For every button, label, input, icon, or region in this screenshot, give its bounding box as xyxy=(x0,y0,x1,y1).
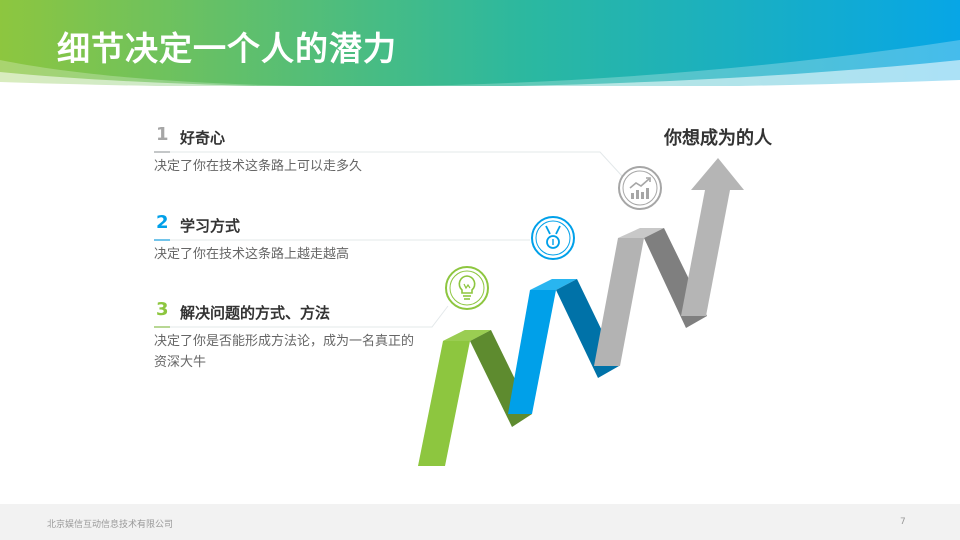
medal-icon xyxy=(531,216,575,260)
item-number: 1 xyxy=(156,124,169,145)
connector-lines xyxy=(154,151,623,328)
header-background xyxy=(0,0,960,86)
item-title: 学习方式 xyxy=(180,217,241,235)
item-title: 好奇心 xyxy=(180,129,226,147)
header-banner: 细节决定一个人的潜力 xyxy=(0,0,960,86)
item-title: 解决问题的方式、方法 xyxy=(180,304,331,322)
page-number: 7 xyxy=(900,517,906,527)
item-number: 3 xyxy=(156,299,169,320)
item-description: 决定了你在技术这条路上越走越高 xyxy=(154,247,350,262)
item-description: 决定了你在技术这条路上可以走多久 xyxy=(154,159,363,174)
footer-company: 北京娱信互动信息技术有限公司 xyxy=(47,520,174,530)
item-description: 决定了你是否能形成方法论，成为一名真正的资深大牛 xyxy=(154,334,415,370)
goal-label: 你想成为的人 xyxy=(664,128,772,149)
page-title: 细节决定一个人的潜力 xyxy=(57,29,397,68)
item-number: 2 xyxy=(156,212,169,233)
lightbulb-icon xyxy=(445,266,489,310)
arrow-head xyxy=(681,158,744,316)
footer: 北京娱信互动信息技术有限公司 7 xyxy=(0,504,960,540)
growth-chart-icon xyxy=(618,166,662,210)
